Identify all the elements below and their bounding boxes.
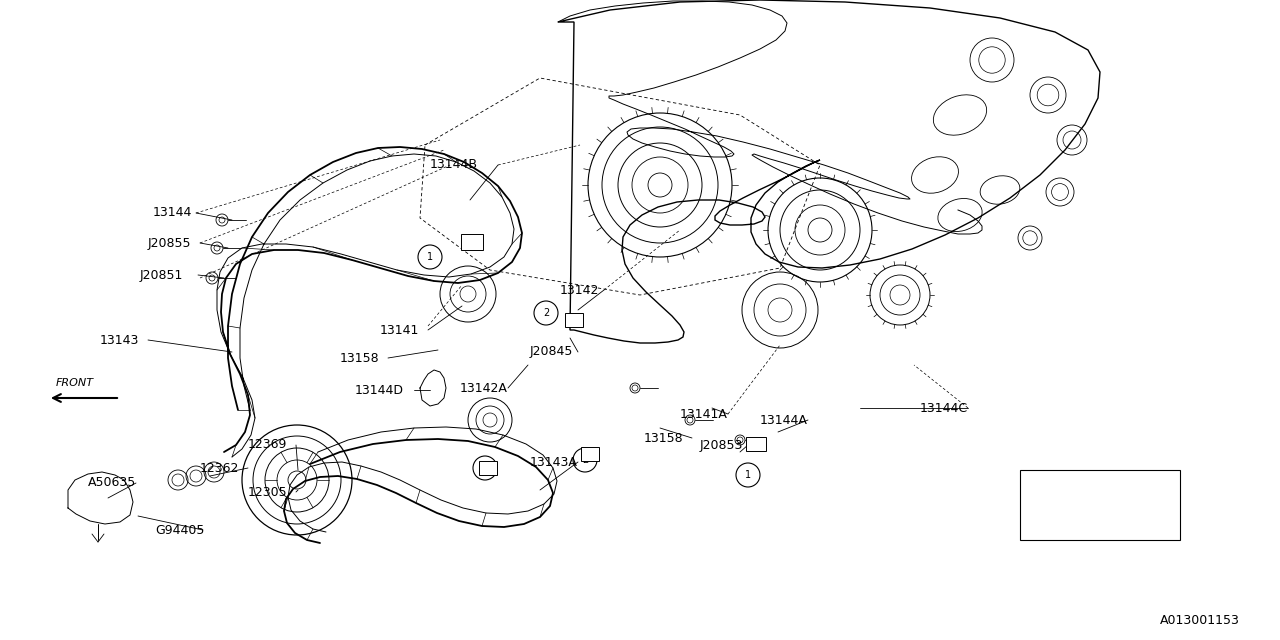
Text: 13158: 13158: [340, 351, 380, 365]
Bar: [1020, 470, 1180, 540]
Text: 1: 1: [483, 463, 488, 473]
Text: 13144C: 13144C: [920, 401, 968, 415]
Text: 13144A: 13144A: [760, 413, 808, 426]
Bar: [581, 447, 599, 461]
Text: 2: 2: [1037, 518, 1044, 527]
Text: 13141A: 13141A: [680, 408, 728, 420]
Text: 1: 1: [428, 252, 433, 262]
Text: 2: 2: [582, 455, 588, 465]
Text: 13142A: 13142A: [460, 381, 508, 394]
Text: 0104S: 0104S: [1070, 516, 1107, 529]
Text: 13144: 13144: [154, 207, 192, 220]
Text: 12305: 12305: [248, 486, 288, 499]
Text: 13144B: 13144B: [430, 159, 477, 172]
Text: FRONT: FRONT: [56, 378, 93, 388]
Text: J20855: J20855: [148, 237, 192, 250]
Text: 13141: 13141: [380, 323, 420, 337]
Text: 13144D: 13144D: [355, 383, 404, 397]
Text: 1: 1: [1038, 483, 1044, 493]
Text: J20853: J20853: [700, 438, 744, 451]
Bar: [746, 437, 765, 451]
Text: 2: 2: [543, 308, 549, 318]
Polygon shape: [558, 0, 1100, 343]
Text: J20845: J20845: [530, 346, 573, 358]
Text: 13143: 13143: [100, 333, 140, 346]
Text: G94405: G94405: [155, 524, 205, 536]
Text: J20851: J20851: [140, 269, 183, 282]
Text: 13158: 13158: [644, 431, 684, 445]
Text: 13142: 13142: [561, 284, 599, 296]
Text: A50635: A50635: [88, 477, 136, 490]
Bar: [564, 313, 582, 327]
Text: A013001153: A013001153: [1160, 614, 1240, 627]
Text: 1: 1: [745, 470, 751, 480]
Text: 12369: 12369: [248, 438, 288, 451]
Text: 12362: 12362: [200, 461, 239, 474]
Bar: [461, 234, 483, 250]
Text: 13143A: 13143A: [530, 456, 577, 468]
Text: A40610: A40610: [1070, 481, 1115, 494]
Bar: [479, 461, 497, 475]
